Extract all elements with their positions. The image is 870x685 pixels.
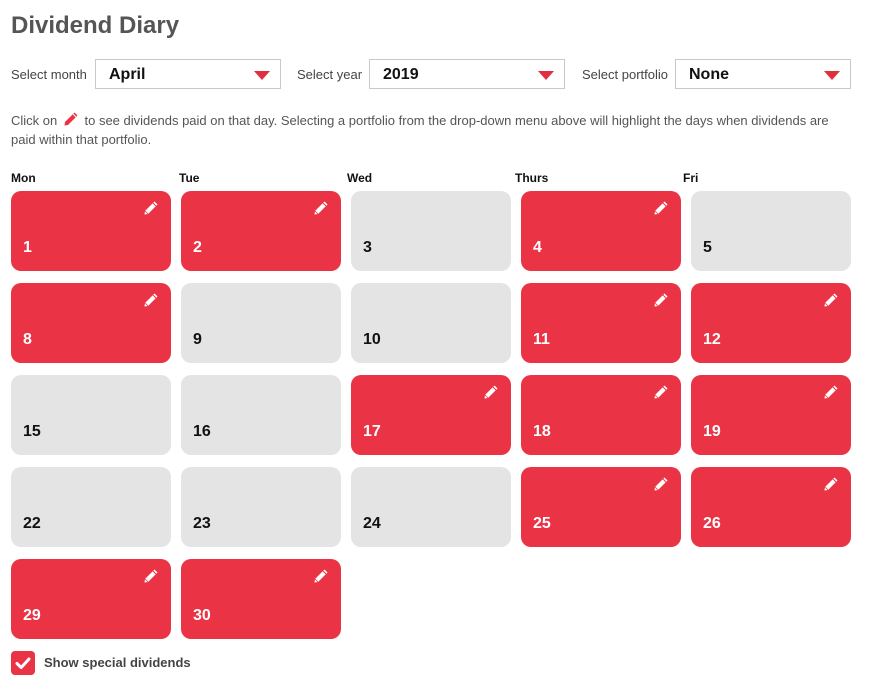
page-title: Dividend Diary — [11, 12, 180, 39]
pencil-icon[interactable] — [143, 292, 159, 308]
chevron-down-icon — [254, 71, 270, 80]
check-icon — [15, 657, 31, 669]
pencil-icon[interactable] — [653, 292, 669, 308]
day-number: 17 — [363, 423, 381, 440]
day-number: 5 — [703, 239, 712, 256]
pencil-icon — [64, 112, 78, 126]
calendar-day: 22 — [11, 467, 171, 547]
instructions-after: to see dividends paid on that day. Selec… — [11, 113, 829, 147]
pencil-icon[interactable] — [823, 292, 839, 308]
day-number: 4 — [533, 239, 542, 256]
day-number: 30 — [193, 607, 211, 624]
portfolio-value: None — [689, 66, 729, 83]
day-number: 15 — [23, 423, 41, 440]
portfolio-select[interactable]: None — [675, 59, 851, 89]
calendar-day[interactable]: 18 — [521, 375, 681, 455]
day-number: 11 — [533, 331, 550, 348]
calendar-day: 10 — [351, 283, 511, 363]
instructions-before: Click on — [11, 113, 58, 128]
year-select[interactable]: 2019 — [369, 59, 565, 89]
day-number: 23 — [193, 515, 211, 532]
day-number: 10 — [363, 331, 381, 348]
day-number: 9 — [193, 331, 202, 348]
calendar-day: 5 — [691, 191, 851, 271]
calendar-day: 16 — [181, 375, 341, 455]
calendar-day: 23 — [181, 467, 341, 547]
calendar-day[interactable]: 12 — [691, 283, 851, 363]
day-number: 2 — [193, 239, 202, 256]
weekday-header: Fri — [683, 171, 699, 185]
calendar-day[interactable]: 11 — [521, 283, 681, 363]
calendar-day[interactable]: 25 — [521, 467, 681, 547]
calendar-day[interactable]: 8 — [11, 283, 171, 363]
day-number: 3 — [363, 239, 372, 256]
year-label: Select year — [297, 67, 363, 82]
pencil-icon[interactable] — [653, 476, 669, 492]
day-number: 1 — [23, 239, 32, 256]
pencil-icon[interactable] — [143, 568, 159, 584]
chevron-down-icon — [824, 71, 840, 80]
pencil-icon[interactable] — [653, 384, 669, 400]
pencil-icon[interactable] — [823, 476, 839, 492]
chevron-down-icon — [538, 71, 554, 80]
day-number: 16 — [193, 423, 211, 440]
day-number: 26 — [703, 515, 721, 532]
day-number: 18 — [533, 423, 551, 440]
month-label: Select month — [11, 67, 87, 82]
day-number: 8 — [23, 331, 32, 348]
special-dividends-label: Show special dividends — [44, 655, 191, 670]
calendar-day[interactable]: 17 — [351, 375, 511, 455]
month-value: April — [109, 66, 146, 83]
calendar-day: 24 — [351, 467, 511, 547]
day-number: 29 — [23, 607, 41, 624]
calendar-day[interactable]: 1 — [11, 191, 171, 271]
weekday-header: Thurs — [515, 171, 549, 185]
day-number: 19 — [703, 423, 721, 440]
pencil-icon[interactable] — [483, 384, 499, 400]
day-number: 12 — [703, 331, 721, 348]
calendar-day[interactable]: 2 — [181, 191, 341, 271]
pencil-icon[interactable] — [313, 568, 329, 584]
day-number: 22 — [23, 515, 41, 532]
calendar-day[interactable]: 30 — [181, 559, 341, 639]
portfolio-label: Select portfolio — [582, 67, 668, 82]
day-number: 25 — [533, 515, 551, 532]
pencil-icon[interactable] — [313, 200, 329, 216]
pencil-icon[interactable] — [143, 200, 159, 216]
year-value: 2019 — [383, 66, 419, 83]
calendar-day[interactable]: 19 — [691, 375, 851, 455]
pencil-icon[interactable] — [653, 200, 669, 216]
day-number: 24 — [363, 515, 381, 532]
calendar-day[interactable]: 4 — [521, 191, 681, 271]
pencil-icon[interactable] — [823, 384, 839, 400]
month-select[interactable]: April — [95, 59, 281, 89]
calendar-day[interactable]: 26 — [691, 467, 851, 547]
special-dividends-checkbox[interactable] — [11, 651, 35, 675]
instructions: Click on to see dividends paid on that d… — [11, 111, 841, 149]
calendar-day: 9 — [181, 283, 341, 363]
weekday-header: Tue — [179, 171, 200, 185]
calendar-day: 15 — [11, 375, 171, 455]
calendar-day: 3 — [351, 191, 511, 271]
weekday-header: Wed — [347, 171, 373, 185]
calendar-day[interactable]: 29 — [11, 559, 171, 639]
weekday-header: Mon — [11, 171, 36, 185]
